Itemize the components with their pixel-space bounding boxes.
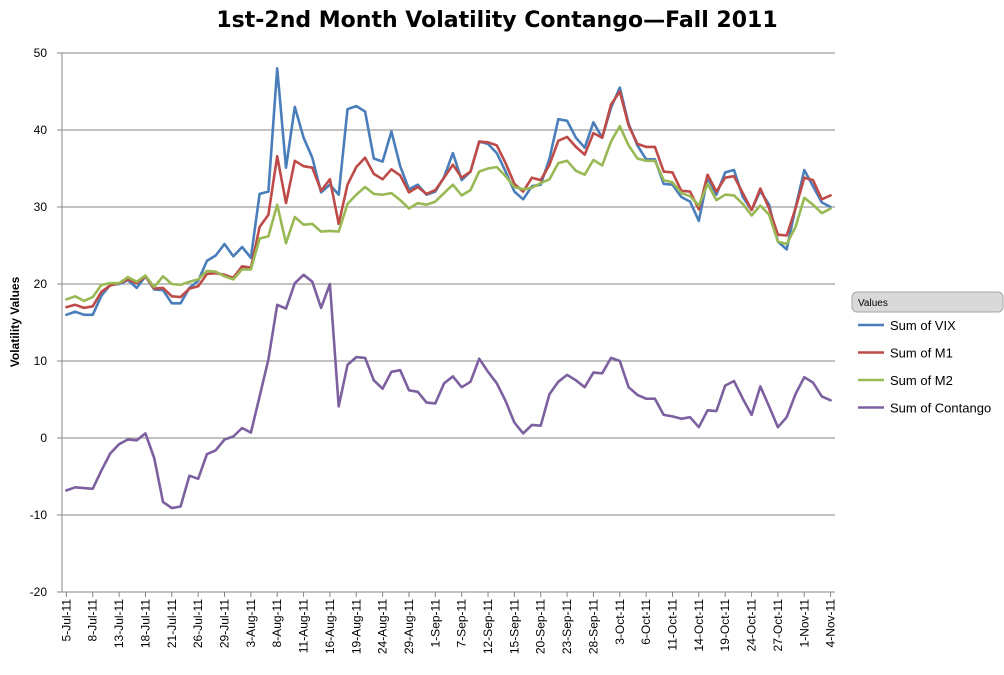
legend-title: Values: [858, 298, 888, 309]
legend-entry[interactable]: Sum of M1: [890, 346, 953, 361]
x-tick-label: 24-Aug-11: [376, 599, 390, 654]
y-tick-labels: -20 -10 0 10 20 30 40 50: [30, 46, 48, 599]
x-tick-label: 15-Sep-11: [507, 599, 521, 654]
x-tick-label: 19-Oct-11: [718, 599, 732, 652]
series-lines: [65, 67, 832, 510]
x-tick-label: 1-Sep-11: [428, 599, 442, 648]
x-tick-label: 13-Jul-11: [112, 599, 126, 648]
x-tick-label: 11-Oct-11: [665, 599, 679, 651]
y-tick-label: 0: [40, 431, 47, 445]
x-tick-label: 8-Jul-11: [86, 599, 100, 642]
legend-entry[interactable]: Sum of Contango: [890, 401, 991, 416]
x-tick-label: 5-Jul-11: [59, 599, 73, 642]
y-tick-label: 10: [34, 354, 48, 368]
x-tick-label: 19-Aug-11: [349, 599, 363, 654]
x-tick-label: 11-Aug-11: [297, 599, 311, 654]
chart-title: 1st-2nd Month Volatility Contango—Fall 2…: [216, 8, 777, 33]
series-line: [65, 273, 832, 510]
legend-entry[interactable]: Sum of M2: [890, 373, 953, 388]
x-tick-label: 4-Nov-11: [824, 599, 838, 648]
gridlines: [57, 52, 835, 593]
x-tick-label: 29-Jul-11: [218, 599, 232, 648]
x-tick-label: 23-Sep-11: [560, 599, 574, 654]
x-tick-label: 29-Aug-11: [402, 599, 416, 654]
y-tick-label: 40: [34, 123, 48, 137]
x-tick-label: 3-Oct-11: [613, 599, 627, 645]
legend-title-box[interactable]: [851, 291, 1004, 313]
x-tick-label: 16-Aug-11: [323, 599, 337, 654]
x-tick-label: 6-Oct-11: [639, 599, 653, 645]
y-tick-label: 20: [34, 277, 48, 291]
legend: Values Sum of VIX Sum of M1 Sum of M2 Sum o…: [851, 291, 1004, 416]
y-tick-label: 30: [34, 200, 48, 214]
x-tick-label: 14-Oct-11: [692, 599, 706, 652]
x-tick-label: 3-Aug-11: [244, 599, 258, 648]
y-tick-label: 50: [34, 46, 48, 60]
x-tick-label: 7-Sep-11: [455, 599, 469, 648]
x-tick-label: 24-Oct-11: [745, 599, 759, 652]
x-tick-label: 1-Nov-11: [797, 599, 811, 648]
x-tick-labels: 5-Jul-11 8-Jul-11 13-Jul-11 18-Jul-11 21-Jul…: [59, 599, 837, 654]
y-axis-label: Volatility Values: [8, 276, 22, 367]
y-tick-label: -10: [30, 508, 48, 522]
x-tick-label: 12-Sep-11: [481, 599, 495, 654]
x-tick-label: 8-Aug-11: [270, 599, 284, 648]
series-line: [65, 124, 832, 303]
x-tick-label: 26-Jul-11: [191, 599, 205, 648]
x-tick-label: 20-Sep-11: [534, 599, 548, 654]
axes: [61, 53, 835, 597]
x-tick-label: 27-Oct-11: [771, 599, 785, 652]
legend-entry[interactable]: Sum of VIX: [890, 318, 956, 333]
x-tick-label: 21-Jul-11: [165, 599, 179, 648]
x-tick-label: 18-Jul-11: [138, 599, 152, 648]
y-tick-label: -20: [30, 585, 48, 599]
series-line: [65, 67, 832, 317]
x-tick-label: 28-Sep-11: [586, 599, 600, 654]
